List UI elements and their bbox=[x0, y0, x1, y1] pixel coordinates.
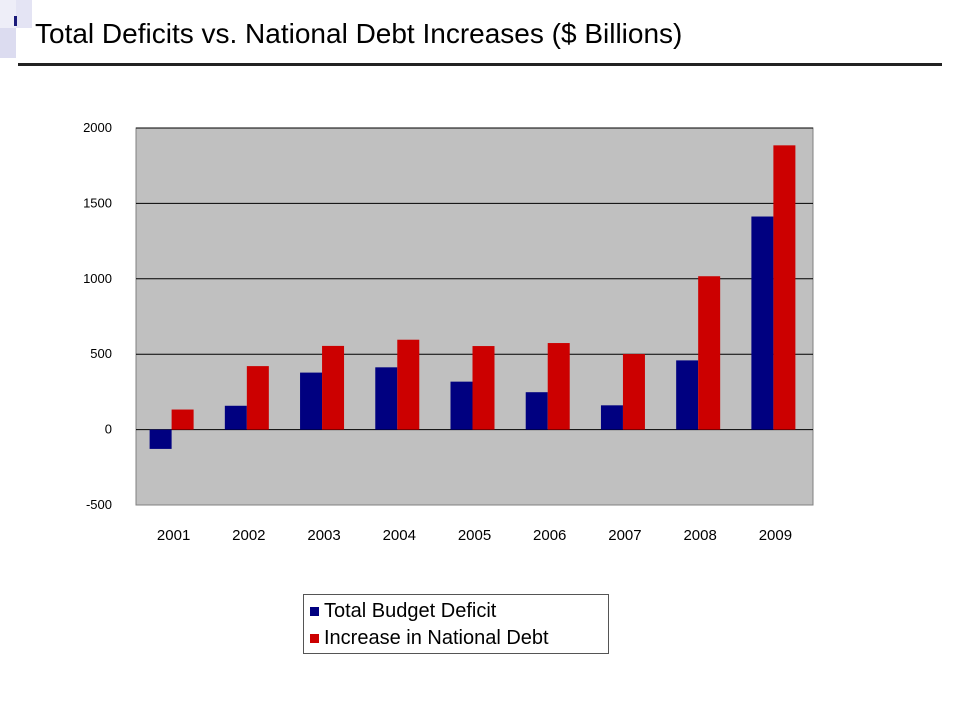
bar-deficit bbox=[300, 372, 323, 430]
x-tick-label: 2003 bbox=[307, 527, 340, 544]
y-tick-label: 1500 bbox=[83, 195, 112, 210]
bar-debt bbox=[397, 339, 420, 430]
x-tick-label: 2006 bbox=[533, 527, 566, 544]
bar-deficit bbox=[676, 360, 699, 430]
corner-decoration-block bbox=[0, 28, 16, 58]
y-tick-label: -500 bbox=[86, 497, 112, 512]
x-tick-label: 2004 bbox=[383, 527, 416, 544]
bar-deficit bbox=[525, 392, 548, 430]
bar-deficit bbox=[751, 216, 774, 430]
x-tick-label: 2008 bbox=[683, 527, 716, 544]
slide-title: Total Deficits vs. National Debt Increas… bbox=[35, 18, 683, 49]
bar-debt bbox=[773, 145, 796, 430]
bar-debt bbox=[322, 345, 345, 430]
x-tick-label: 2001 bbox=[157, 527, 190, 544]
bar-debt bbox=[622, 354, 645, 430]
corner-decoration-mark bbox=[14, 16, 17, 26]
x-tick-label: 2009 bbox=[759, 527, 792, 544]
corner-decoration-square bbox=[16, 0, 32, 28]
bar-debt bbox=[472, 346, 495, 430]
bar-deficit bbox=[600, 405, 623, 430]
bar-debt bbox=[246, 366, 269, 430]
y-tick-label: 1000 bbox=[83, 271, 112, 286]
y-tick-label: 0 bbox=[105, 422, 112, 437]
x-tick-label: 2005 bbox=[458, 527, 491, 544]
y-tick-label: 2000 bbox=[83, 120, 112, 135]
legend-item-debt: Increase in National Debt bbox=[310, 627, 549, 649]
bar-debt bbox=[698, 276, 721, 430]
title-divider bbox=[18, 63, 942, 66]
legend-label-debt: Increase in National Debt bbox=[324, 627, 549, 649]
y-tick-label: 500 bbox=[90, 346, 112, 361]
legend-item-deficit: Total Budget Deficit bbox=[310, 600, 496, 622]
bar-deficit bbox=[149, 429, 172, 449]
chart-legend: Total Budget Deficit Increase in Nationa… bbox=[303, 594, 609, 654]
bar-debt bbox=[547, 343, 570, 430]
x-tick-label: 2007 bbox=[608, 527, 641, 544]
bar-deficit bbox=[375, 367, 398, 430]
bar-deficit bbox=[224, 405, 247, 430]
x-tick-label: 2002 bbox=[232, 527, 265, 544]
legend-swatch-deficit bbox=[310, 606, 319, 616]
bar-deficit bbox=[450, 381, 473, 430]
legend-swatch-debt bbox=[310, 633, 319, 643]
bar-debt bbox=[171, 409, 194, 430]
legend-label-deficit: Total Budget Deficit bbox=[324, 600, 497, 622]
